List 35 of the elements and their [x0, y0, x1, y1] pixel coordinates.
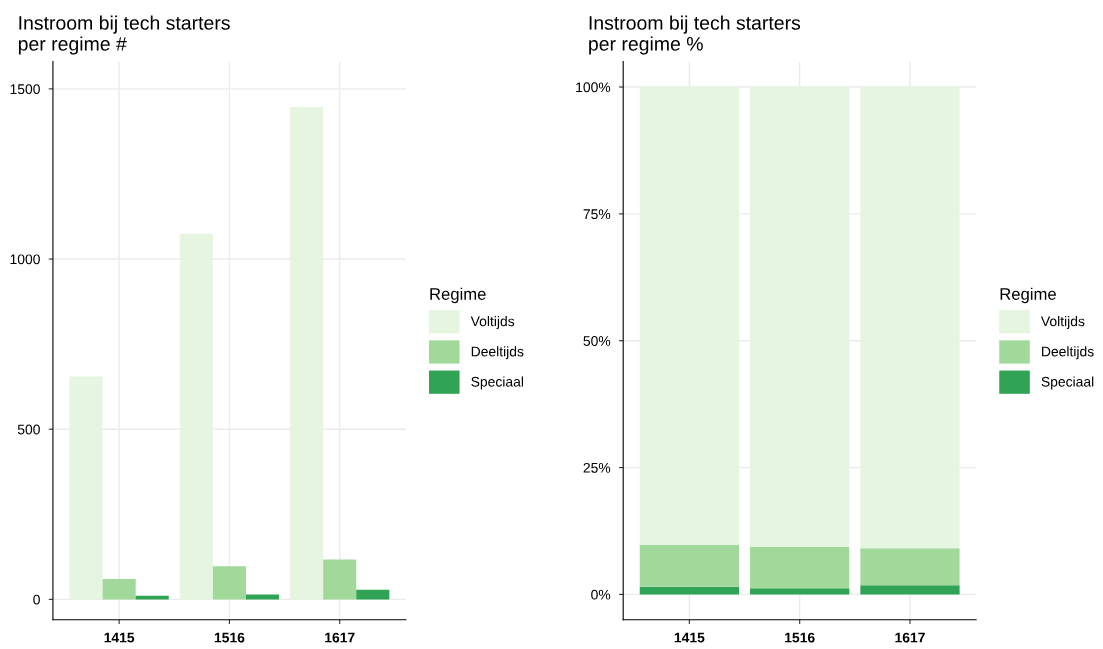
legend-label: Deeltijds — [471, 346, 524, 360]
y-tick-label: 0 — [33, 594, 40, 605]
bar — [639, 544, 740, 587]
x-tick-label: 1516 — [214, 632, 245, 643]
legend-label: Speciaal — [1041, 376, 1094, 390]
bar — [639, 586, 740, 595]
legend-label: Speciaal — [471, 376, 524, 390]
bar — [212, 566, 246, 600]
bar — [102, 578, 136, 600]
y-tick-label: 75% — [583, 209, 611, 220]
x-tick-label: 1617 — [325, 632, 355, 643]
y-tick-label: 100% — [576, 82, 611, 93]
x-tick-label: 1516 — [785, 632, 815, 643]
y-tick-label: 0% — [591, 589, 611, 600]
y-tick-label: 50% — [583, 336, 611, 346]
x-tick-label: 1617 — [895, 632, 925, 643]
y-tick-label: 1500 — [10, 84, 40, 95]
legend-title: Regime — [430, 287, 486, 304]
y-tick-label: 500 — [17, 424, 40, 435]
legend-label: Voltijds — [470, 316, 515, 329]
bar — [323, 559, 357, 600]
x-tick-label: 1415 — [104, 632, 135, 643]
bar — [750, 588, 850, 595]
bar — [860, 585, 960, 595]
bar — [750, 546, 850, 589]
y-tick-label: 25% — [583, 462, 611, 473]
chart-title: Instroom bij tech starters per regime # — [18, 15, 230, 55]
x-tick-label: 1415 — [674, 632, 705, 643]
legend-title: Regime — [1000, 287, 1056, 304]
chart-title: Instroom bij tech starters per regime % — [589, 15, 801, 55]
legend-label: Voltijds — [1040, 316, 1085, 329]
bar — [860, 548, 960, 586]
legend-label: Deeltijds — [1042, 346, 1094, 360]
bar — [356, 589, 390, 600]
y-tick-label: 1000 — [10, 254, 40, 265]
